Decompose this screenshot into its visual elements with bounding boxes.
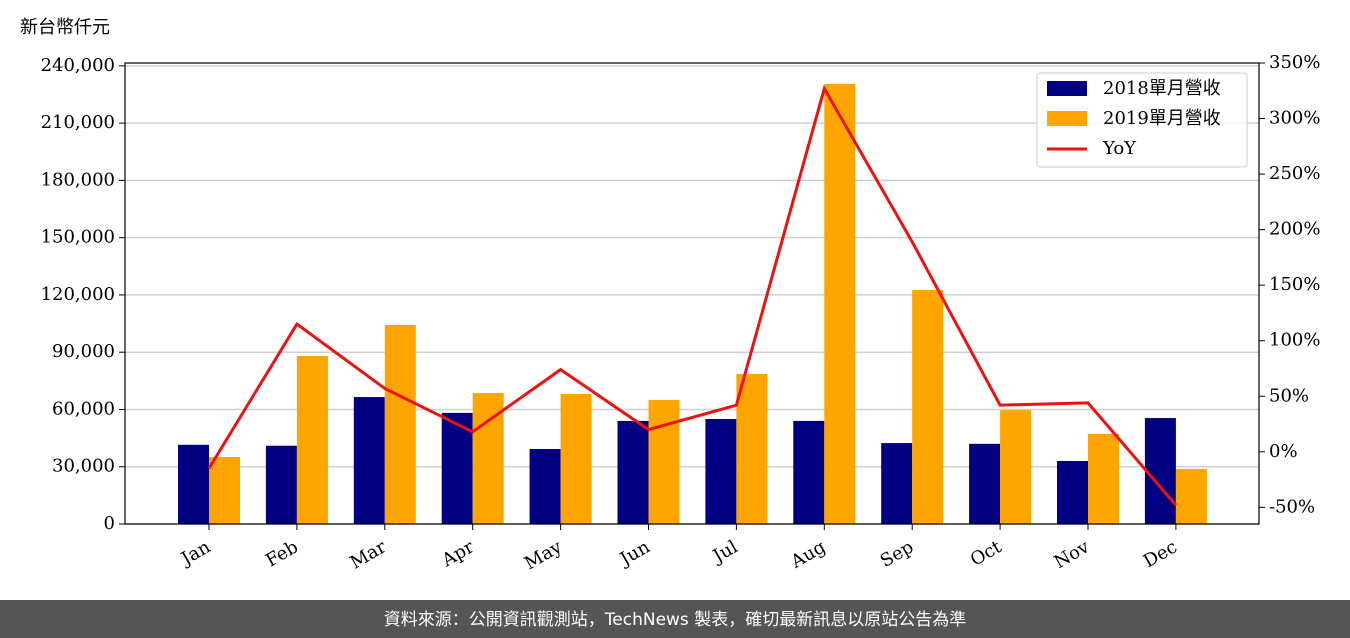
bar	[209, 456, 240, 524]
y2-tick-label: 200%	[1269, 219, 1320, 240]
legend-label: 2018單月營收	[1103, 78, 1221, 99]
y2-tick-label: 0%	[1269, 441, 1298, 462]
bar	[824, 83, 856, 524]
bar	[969, 443, 1001, 524]
legend-swatch	[1047, 81, 1087, 96]
x-tick-label: Jul	[708, 536, 742, 568]
y-tick-label: 0	[104, 513, 115, 534]
bar	[1175, 469, 1207, 524]
y-tick-label: 120,000	[41, 284, 115, 305]
bar	[793, 420, 825, 524]
plot-frame	[124, 62, 1260, 525]
y2-tick-label: 350%	[1269, 52, 1320, 73]
x-tick-label: Nov	[1051, 536, 1094, 573]
y-axis-label: 新台幣仟元	[20, 17, 110, 38]
y-tick-label: 90,000	[52, 341, 115, 362]
x-tick-label: Sep	[877, 536, 917, 571]
x-tick-label: Oct	[967, 536, 1006, 571]
y-tick-label: 210,000	[41, 112, 115, 133]
bar	[178, 444, 209, 524]
y-tick-label: 60,000	[52, 398, 115, 419]
bar	[529, 448, 561, 524]
y-tick-label: 240,000	[41, 55, 115, 76]
bar	[1057, 461, 1088, 524]
bar	[265, 445, 297, 524]
bar	[617, 420, 649, 524]
x-tick-label: Feb	[262, 536, 302, 571]
footer: 資料來源：公開資訊觀測站，TechNews 製表，確切最新訊息以原站公告為準	[384, 610, 966, 630]
bar	[384, 324, 416, 524]
x-tick-label: Dec	[1140, 536, 1181, 572]
x-tick-label: Aug	[787, 536, 830, 573]
legend-swatch	[1047, 111, 1087, 126]
y2-tick-label: -50%	[1269, 496, 1315, 517]
bar	[1000, 410, 1032, 524]
line	[207, 84, 1178, 507]
bar	[1088, 433, 1119, 524]
footer-bar	[0, 600, 1350, 638]
bar	[705, 419, 737, 524]
legend-label: YoY	[1102, 138, 1137, 159]
bar	[296, 356, 328, 524]
bar	[881, 443, 913, 524]
bar	[1144, 418, 1176, 524]
x-tick-label: Jan	[176, 536, 214, 570]
y-tick-label: 150,000	[41, 227, 115, 248]
y-tick-label: 180,000	[41, 169, 115, 190]
y2-tick-label: 300%	[1269, 108, 1320, 129]
x-tick-label: Jun	[615, 536, 654, 571]
legend-label: 2019單月營收	[1103, 108, 1221, 129]
y-tick-label: 30,000	[52, 456, 115, 477]
bar	[736, 373, 768, 524]
x-tick-label: Mar	[347, 536, 391, 573]
bar	[912, 289, 944, 524]
bar	[648, 399, 680, 524]
x-tick-label: Apr	[438, 536, 478, 571]
y2-tick-label: 100%	[1269, 330, 1320, 351]
bar	[560, 394, 592, 524]
bar	[353, 397, 385, 524]
y2-tick-label: 250%	[1269, 163, 1320, 184]
y2-tick-label: 50%	[1269, 385, 1309, 406]
legend	[1036, 72, 1248, 168]
bar	[441, 412, 473, 524]
y2-tick-label: 150%	[1269, 274, 1320, 295]
x-tick-label: May	[521, 536, 566, 574]
